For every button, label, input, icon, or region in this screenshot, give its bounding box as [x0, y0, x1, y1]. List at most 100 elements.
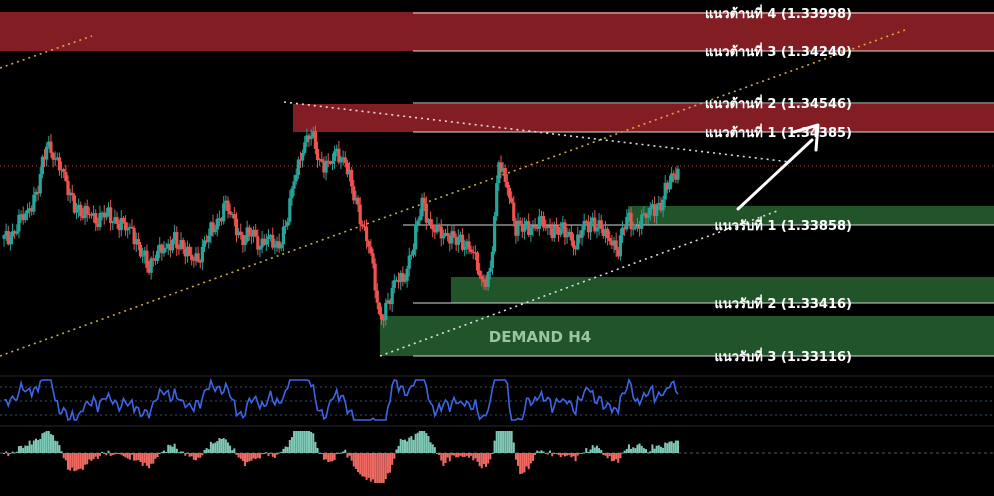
supply-zone-top: [0, 12, 994, 51]
candle: [85, 199, 89, 222]
macd-bar: [79, 453, 82, 469]
macd-bar: [135, 453, 138, 461]
candle: [352, 179, 356, 205]
macd-bar: [17, 446, 20, 453]
macd-bar: [335, 452, 338, 454]
macd-bar: [414, 433, 417, 453]
candle: [313, 125, 318, 155]
macd-bar: [141, 453, 144, 466]
candle: [113, 209, 117, 225]
candle: [290, 186, 294, 206]
macd-bar: [310, 431, 313, 453]
candle: [646, 207, 650, 226]
macd-bar: [442, 453, 445, 466]
macd-bar: [421, 431, 424, 453]
macd-bar: [662, 447, 665, 453]
macd-bar: [655, 445, 658, 453]
candle: [155, 245, 160, 264]
macd-bar: [647, 452, 650, 454]
macd-bar: [395, 449, 398, 453]
macd-bar: [506, 431, 509, 453]
candle: [377, 301, 381, 316]
candle: [59, 161, 64, 179]
macd-bar: [555, 453, 558, 454]
candle: [109, 199, 113, 231]
candle: [665, 180, 669, 194]
macd-bar: [113, 453, 116, 455]
candle: [47, 135, 51, 150]
macd-bar: [583, 452, 586, 454]
macd-bar: [670, 441, 673, 453]
candle: [399, 270, 403, 290]
candle: [251, 226, 256, 243]
macd-bar: [322, 453, 325, 460]
candle: [98, 205, 102, 231]
candle: [68, 188, 72, 203]
candle: [371, 248, 375, 269]
macd-bar: [101, 451, 104, 453]
candle: [490, 246, 495, 275]
macd-bar: [116, 453, 119, 454]
macd-bar: [634, 448, 637, 453]
candle: [53, 151, 57, 167]
candle: [642, 205, 646, 216]
macd-bar: [299, 431, 302, 453]
candle: [123, 215, 128, 236]
macd-bar: [60, 451, 63, 453]
macd-bar: [610, 453, 613, 462]
candles-layer: [2, 125, 680, 328]
macd-bar: [265, 452, 268, 454]
candle: [629, 206, 633, 237]
candle: [469, 245, 473, 255]
macd-bar: [233, 448, 236, 453]
macd-bar: [26, 445, 29, 453]
candle: [275, 236, 279, 252]
macd-bar: [218, 438, 221, 453]
candle: [638, 221, 642, 237]
candle: [111, 220, 115, 231]
macd-bar: [519, 453, 522, 475]
macd-bar: [502, 431, 505, 453]
macd-bar: [188, 453, 191, 457]
macd-bar: [312, 433, 315, 453]
candle: [563, 219, 567, 246]
candle: [535, 225, 539, 232]
macd-bar: [295, 431, 298, 453]
candle: [100, 211, 104, 221]
macd-bar: [122, 453, 125, 457]
macd-bar: [92, 453, 95, 460]
rsi-panel: [0, 375, 994, 422]
candle: [356, 195, 360, 213]
support-3-label: แนวรับที่ 3 (1.33116): [714, 347, 852, 365]
macd-bar: [457, 453, 460, 458]
candle: [258, 245, 262, 258]
macd-bar: [56, 441, 59, 453]
macd-bar: [231, 450, 234, 453]
candle: [213, 224, 217, 235]
candle: [279, 242, 283, 251]
candle: [215, 213, 219, 237]
macd-bar: [482, 453, 485, 465]
macd-bar: [246, 453, 249, 463]
macd-bar: [284, 446, 287, 453]
forecast-arrow-head: [792, 123, 820, 152]
macd-bar: [273, 453, 276, 458]
macd-bar: [412, 439, 415, 453]
macd-bar: [156, 453, 159, 458]
macd-bar: [640, 445, 643, 453]
rsi-line: [3, 377, 679, 422]
candle: [132, 225, 136, 251]
macd-bar: [525, 453, 528, 467]
candle: [311, 127, 315, 139]
candle: [591, 212, 595, 227]
macd-bar: [593, 447, 596, 453]
macd-bar: [194, 453, 197, 461]
candle: [330, 153, 335, 171]
macd-bar: [389, 453, 392, 473]
macd-bar: [182, 451, 185, 453]
candle: [606, 226, 610, 246]
candle: [539, 210, 544, 225]
macd-bar: [34, 438, 37, 453]
macd-bar: [365, 453, 368, 480]
